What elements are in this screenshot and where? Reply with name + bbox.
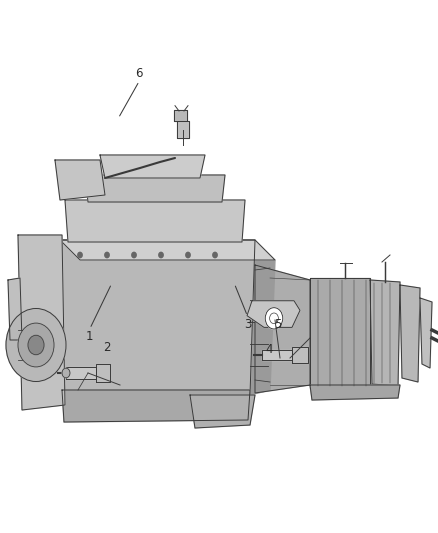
Polygon shape <box>370 280 400 386</box>
Circle shape <box>213 252 217 257</box>
Circle shape <box>265 308 283 329</box>
Polygon shape <box>310 385 400 400</box>
Polygon shape <box>177 120 189 138</box>
Polygon shape <box>65 200 245 242</box>
Polygon shape <box>255 265 310 393</box>
Text: 6: 6 <box>135 67 143 80</box>
Polygon shape <box>100 155 205 178</box>
Circle shape <box>186 252 190 257</box>
Text: 2: 2 <box>103 341 111 354</box>
Circle shape <box>6 309 66 382</box>
Circle shape <box>18 323 54 367</box>
Polygon shape <box>400 285 420 382</box>
Polygon shape <box>292 347 308 363</box>
Circle shape <box>62 368 70 378</box>
Polygon shape <box>250 260 275 395</box>
Circle shape <box>132 252 136 257</box>
Polygon shape <box>190 395 255 428</box>
Text: 5: 5 <box>275 318 282 330</box>
Polygon shape <box>62 390 250 422</box>
Polygon shape <box>174 110 187 120</box>
Circle shape <box>159 252 163 257</box>
Circle shape <box>28 335 44 355</box>
Polygon shape <box>55 160 105 200</box>
Text: 4: 4 <box>265 343 273 356</box>
Polygon shape <box>18 235 65 410</box>
Polygon shape <box>85 175 225 202</box>
Circle shape <box>78 252 82 257</box>
Circle shape <box>105 252 109 257</box>
Polygon shape <box>8 278 22 340</box>
Polygon shape <box>66 367 96 379</box>
Polygon shape <box>60 240 275 260</box>
Polygon shape <box>262 350 292 360</box>
Polygon shape <box>310 278 370 388</box>
Polygon shape <box>60 240 255 400</box>
Polygon shape <box>247 301 300 327</box>
Text: 1: 1 <box>86 330 94 343</box>
Text: 3: 3 <box>244 318 251 330</box>
Polygon shape <box>420 298 432 368</box>
Polygon shape <box>96 365 110 382</box>
